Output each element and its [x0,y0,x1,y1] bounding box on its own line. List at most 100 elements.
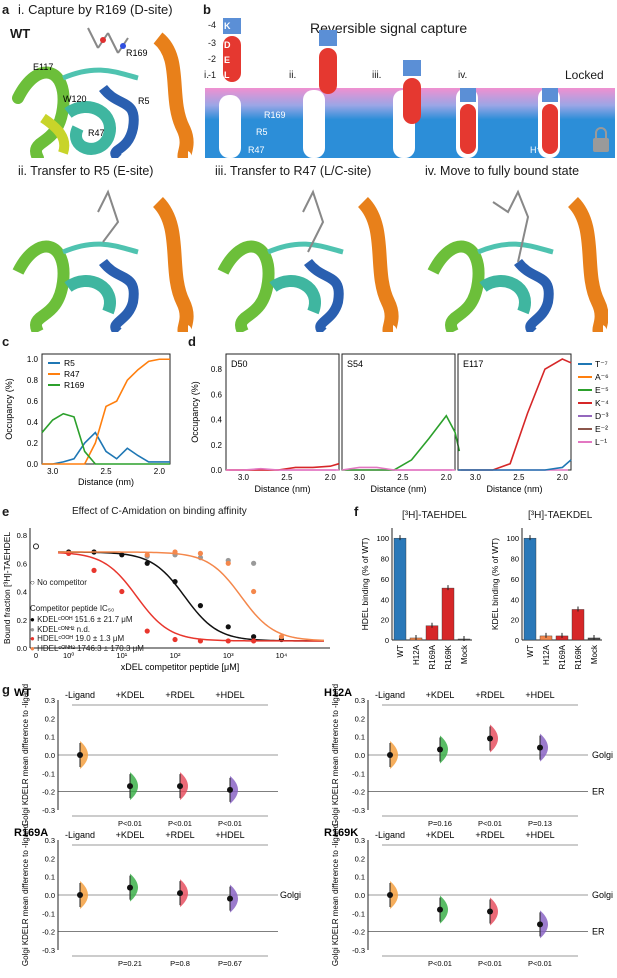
p-value: P<0.01 [478,959,502,968]
mean-point [487,735,493,742]
mean-point [387,752,393,758]
mean-point [437,906,443,913]
x-tick-label: 2.5 [513,473,525,482]
mean-point [537,744,543,751]
x-tick-label: 10² [170,651,181,660]
data-point-HDEL-COOH [91,567,97,573]
y-tick-label: 0.0 [45,751,55,760]
series-line-L [226,467,339,471]
bar-WT [393,537,407,641]
distribution-+RDEL [180,772,188,801]
y-tick-label: 100 [506,534,519,543]
y-tick-label: 0.8 [211,365,223,374]
subplot-frame [341,353,456,471]
y-tick-label: 0.1 [355,873,365,882]
y-tick-label: 0.0 [17,644,27,653]
series-line-K [226,462,340,471]
y-axis-label: Occupancy (%) [4,378,14,440]
y-tick-label: 0.2 [27,439,39,448]
y-tick-label: 0.1 [355,733,365,742]
y-tick-label: -0.2 [352,788,365,797]
data-point-KDEL-COOH [197,603,204,609]
y-tick-label: 0.4 [27,418,39,427]
y-tick-label: 0.2 [355,854,365,863]
x-tick-label: 10¹ [116,651,127,660]
group-label: +RDEL [165,830,194,840]
distribution-+HDEL [540,733,548,762]
data-point-KDEL-COOH [119,552,125,558]
group-label: -Ligand [65,690,95,700]
panel-f-letter: f [354,504,359,519]
golgi-label: Golgi [280,890,301,900]
step-iii-title: iii. Transfer to R47 (L/C-site) [215,164,372,178]
ic50-kdel-cooh-text: KDELᶜᴼᴼᴴ 151.6 ± 21.7 μM [37,615,133,624]
data-point-HDEL-CONH2 [251,588,257,595]
distribution--Ligand [390,881,398,909]
peptide-K: K [224,21,231,31]
y-axis-label: Occupancy (%) [190,381,200,443]
peptide-D: D [224,40,231,50]
group-label: +HDEL [525,830,554,840]
mean-point [77,752,83,758]
group-label: +HDEL [525,690,554,700]
y-tick-label: 0.0 [27,460,39,469]
category-label-R169A: R169A [558,644,567,669]
y-tick-label: 60 [511,575,519,584]
p-value: P<0.01 [118,819,142,828]
distribution--Ligand [80,741,88,769]
position-1: -1 [208,70,217,80]
subplot-title: E117 [463,359,483,369]
y-tick-label: 60 [381,575,389,584]
series-line-K [458,358,572,471]
x-tick-label: 2.0 [325,473,337,482]
residue-R5: R5 [138,96,150,106]
group-label: -Ligand [375,690,405,700]
ic50-hdel-cooh: ● HDELᶜᴼᴼᴴ 19.0 ± 1.3 μM [30,634,125,643]
subplot-title: H12A [324,687,352,699]
y-tick-label: 0 [385,636,389,645]
ic50-legend: ● KDELᶜᴼᴼᴴ 151.6 ± 21.7 μM ● KDELᶜᴼᴺᴴ² n… [30,615,144,653]
group-label: +KDEL [426,830,455,840]
subplot-title: D50 [231,359,248,369]
y-tick-label: 0.2 [211,441,223,450]
series-line-R47 [42,358,170,465]
no-competitor-point [33,543,39,550]
panel-g-chart: WT 0.3 0.2 0.1 0.0 -0.1 -0.2 -0.3 Golgi KDELR me… [14,684,613,968]
category-label-WT: WT [396,645,405,658]
y-tick-label: 0.8 [17,531,27,540]
y-axis-label: Golgi KDELR mean difference to -ligand [21,824,30,966]
panel-e-chart: 0.0 0.2 0.4 0.6 0.8 0 10⁰ 10¹ 10² 10³ 10⁴ xDEL comp… [2,528,330,672]
peptide-E: E [224,55,231,65]
panel-b-title: Reversible signal capture [310,20,468,36]
distribution--Ligand [80,881,88,909]
site-R5: R5 [256,127,268,137]
p-value: P=0.16 [428,819,452,828]
data-point-HDEL-CONH2 [225,560,231,566]
x-tick-label: 2.5 [281,473,293,482]
y-tick-label: 40 [381,595,389,604]
residue-R47: R47 [88,128,105,138]
p-value: P=0.67 [218,959,242,968]
x-tick-label: 2.0 [441,473,453,482]
y-tick-label: 0.6 [27,397,39,406]
y-tick-label: 0.1 [45,873,55,882]
panel-b-letter: b [203,2,211,17]
y-tick-label: 0.8 [27,376,39,385]
distribution-+RDEL [180,879,188,908]
data-point-KDEL-COOH [251,634,257,640]
data-point-HDEL-CONH2 [278,634,285,640]
data-point-KDEL-CONH2 [251,560,257,566]
y-tick-label: 20 [381,616,389,625]
position-3: -3 [208,38,217,48]
p-value: P<0.01 [478,819,502,828]
y-axis-label: HDEL binding (% of WT) [360,537,370,630]
legend-label: A⁻⁶ [595,372,609,382]
y-tick-label: 0.3 [45,696,55,705]
group-label: +KDEL [116,690,145,700]
category-label-H12A: H12A [412,644,421,665]
x-tick-label: 10⁴ [276,651,288,660]
group-label: +RDEL [475,830,504,840]
no-competitor-label: ○ No competitor [30,578,87,587]
stage-iv-label: iv. [458,70,468,81]
stage-i-label: i. [204,70,209,81]
